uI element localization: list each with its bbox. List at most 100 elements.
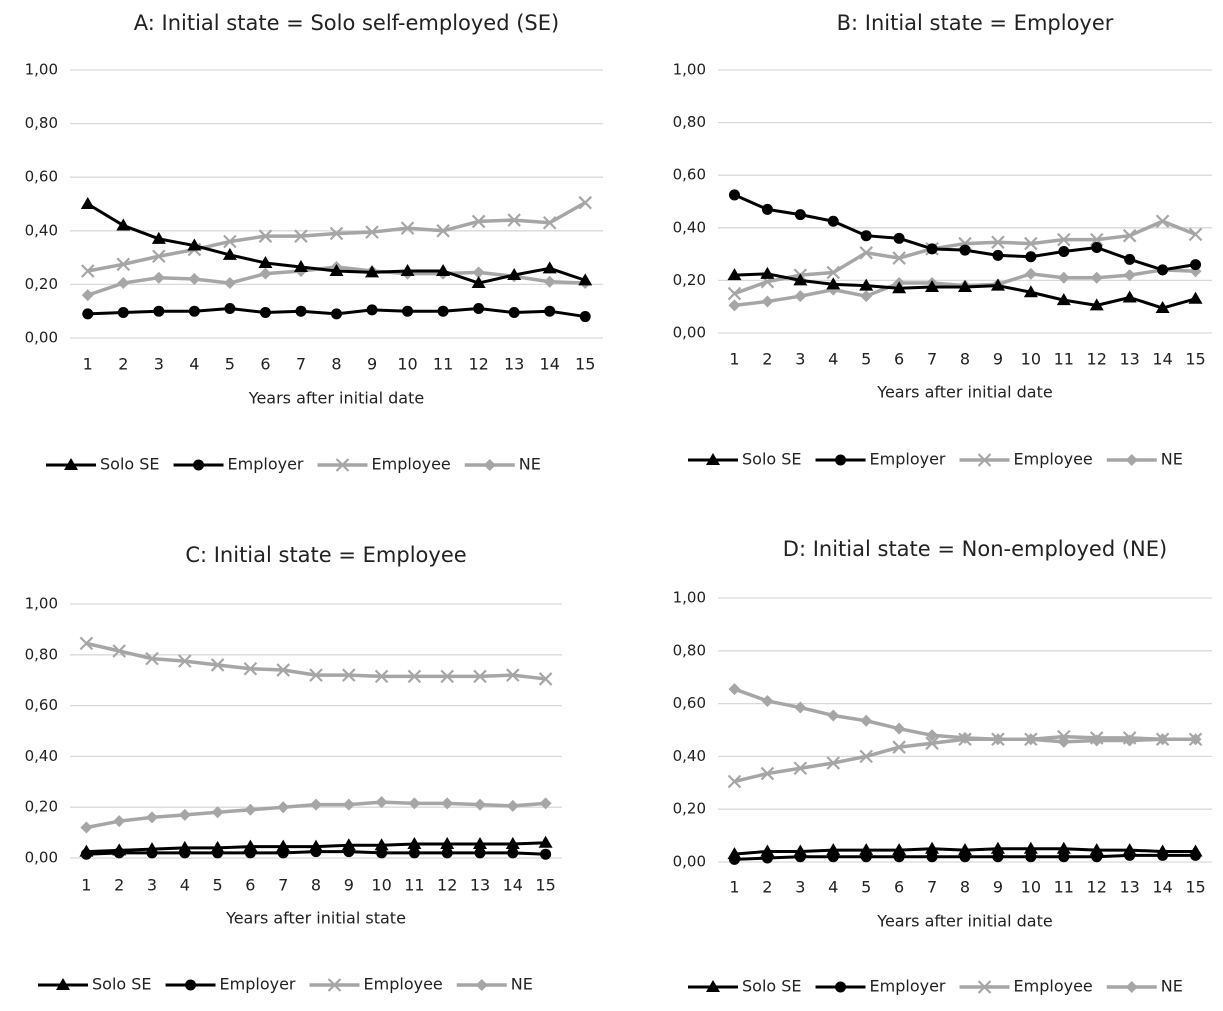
legend-label: Employee — [1014, 977, 1093, 996]
data-point — [827, 851, 839, 863]
data-point — [728, 683, 741, 696]
data-point — [542, 261, 557, 274]
data-point — [990, 278, 1005, 291]
x-tick-label: 9 — [993, 878, 1003, 897]
data-point — [375, 796, 388, 809]
data-point — [440, 837, 455, 850]
y-tick-label: 1,00 — [25, 61, 58, 79]
data-point — [408, 797, 421, 810]
series-employer — [82, 303, 591, 323]
legend-item: NE — [1106, 450, 1183, 469]
data-point — [761, 852, 773, 864]
legend-item: Solo SE — [46, 455, 160, 474]
legend-label: Employer — [220, 975, 296, 994]
chart-panel-b: B: Initial state = Employer 0,00 0,20 0,40 0… — [673, 11, 1212, 469]
data-point — [187, 238, 202, 251]
x-tick-label: 4 — [189, 355, 199, 374]
data-point — [727, 268, 742, 281]
x-tick-label: 6 — [894, 878, 904, 897]
data-point — [309, 668, 323, 682]
x-tick-label: 10 — [1021, 350, 1041, 369]
chart-title: A: Initial state = Solo self-employed (S… — [134, 11, 559, 35]
data-point — [1190, 259, 1202, 271]
data-point — [1023, 285, 1038, 298]
x-tick-label: 2 — [114, 876, 124, 895]
legend-marker — [706, 453, 720, 465]
y-tick-label: 0,40 — [673, 218, 706, 236]
y-tick-label: 0,40 — [25, 221, 58, 239]
data-point — [578, 273, 593, 286]
y-tick-label: 0,60 — [673, 694, 706, 712]
data-point — [505, 837, 520, 850]
data-point — [1123, 734, 1136, 747]
legend-label: NE — [511, 975, 533, 994]
x-tick-label: 7 — [278, 876, 288, 895]
y-tick-label: 0,00 — [673, 324, 706, 342]
data-point — [436, 264, 451, 276]
x-tick-label: 5 — [861, 878, 871, 897]
legend-marker — [1125, 981, 1138, 993]
y-tick-label: 0,00 — [25, 329, 58, 347]
x-axis-label: Years after initial date — [876, 912, 1052, 931]
legend-label: Solo SE — [100, 455, 160, 474]
data-point — [926, 243, 938, 255]
x-tick-label: 15 — [1185, 350, 1205, 369]
data-point — [258, 229, 273, 243]
legend-marker — [64, 458, 78, 470]
x-tick-label: 9 — [344, 876, 354, 895]
data-point — [538, 835, 553, 848]
data-point — [760, 266, 775, 279]
y-tick-label: 0,20 — [673, 271, 706, 289]
data-point — [407, 669, 422, 684]
data-point — [959, 731, 971, 744]
data-point — [1089, 298, 1104, 311]
data-point — [81, 289, 94, 302]
legend-label: NE — [1161, 450, 1183, 469]
x-tick-label: 3 — [795, 350, 805, 369]
legend-marker — [56, 978, 70, 990]
legend-label: Solo SE — [92, 975, 152, 994]
data-point — [365, 265, 380, 278]
legend-marker — [835, 981, 847, 993]
data-point — [310, 798, 322, 811]
data-point — [506, 799, 519, 812]
data-point — [1189, 733, 1202, 746]
legend: Solo SE Employer Employee NE — [38, 975, 533, 994]
data-point — [793, 273, 808, 286]
y-tick-label: 1,00 — [673, 589, 706, 607]
data-point — [210, 658, 225, 672]
data-point — [178, 808, 191, 821]
data-point — [152, 271, 165, 284]
data-point — [294, 229, 308, 243]
x-tick-label: 10 — [371, 876, 391, 895]
data-point — [760, 844, 775, 857]
x-tick-label: 11 — [1054, 878, 1074, 897]
legend-label: Employer — [228, 455, 304, 474]
data-point — [277, 801, 290, 814]
legend-marker — [483, 459, 496, 471]
data-point — [408, 847, 420, 859]
data-point — [437, 305, 449, 317]
data-point — [117, 307, 129, 319]
data-point — [860, 230, 872, 242]
data-point — [188, 273, 201, 286]
data-point — [1090, 734, 1103, 747]
data-point — [276, 663, 290, 677]
series-employee — [79, 636, 553, 686]
data-point — [538, 672, 553, 686]
x-tick-label: 4 — [828, 350, 838, 369]
y-tick-label: 0,40 — [673, 747, 706, 765]
data-point — [540, 848, 552, 860]
series-employee — [727, 214, 1203, 301]
x-axis-label: Years after initial date — [876, 383, 1052, 402]
data-point — [859, 843, 874, 856]
data-point — [892, 843, 907, 856]
data-point — [827, 709, 840, 722]
data-point — [79, 636, 94, 651]
data-point — [925, 841, 940, 854]
data-point — [441, 797, 454, 810]
data-point — [82, 308, 94, 320]
data-point — [1057, 271, 1070, 284]
data-point — [374, 669, 389, 684]
data-point — [728, 189, 740, 201]
